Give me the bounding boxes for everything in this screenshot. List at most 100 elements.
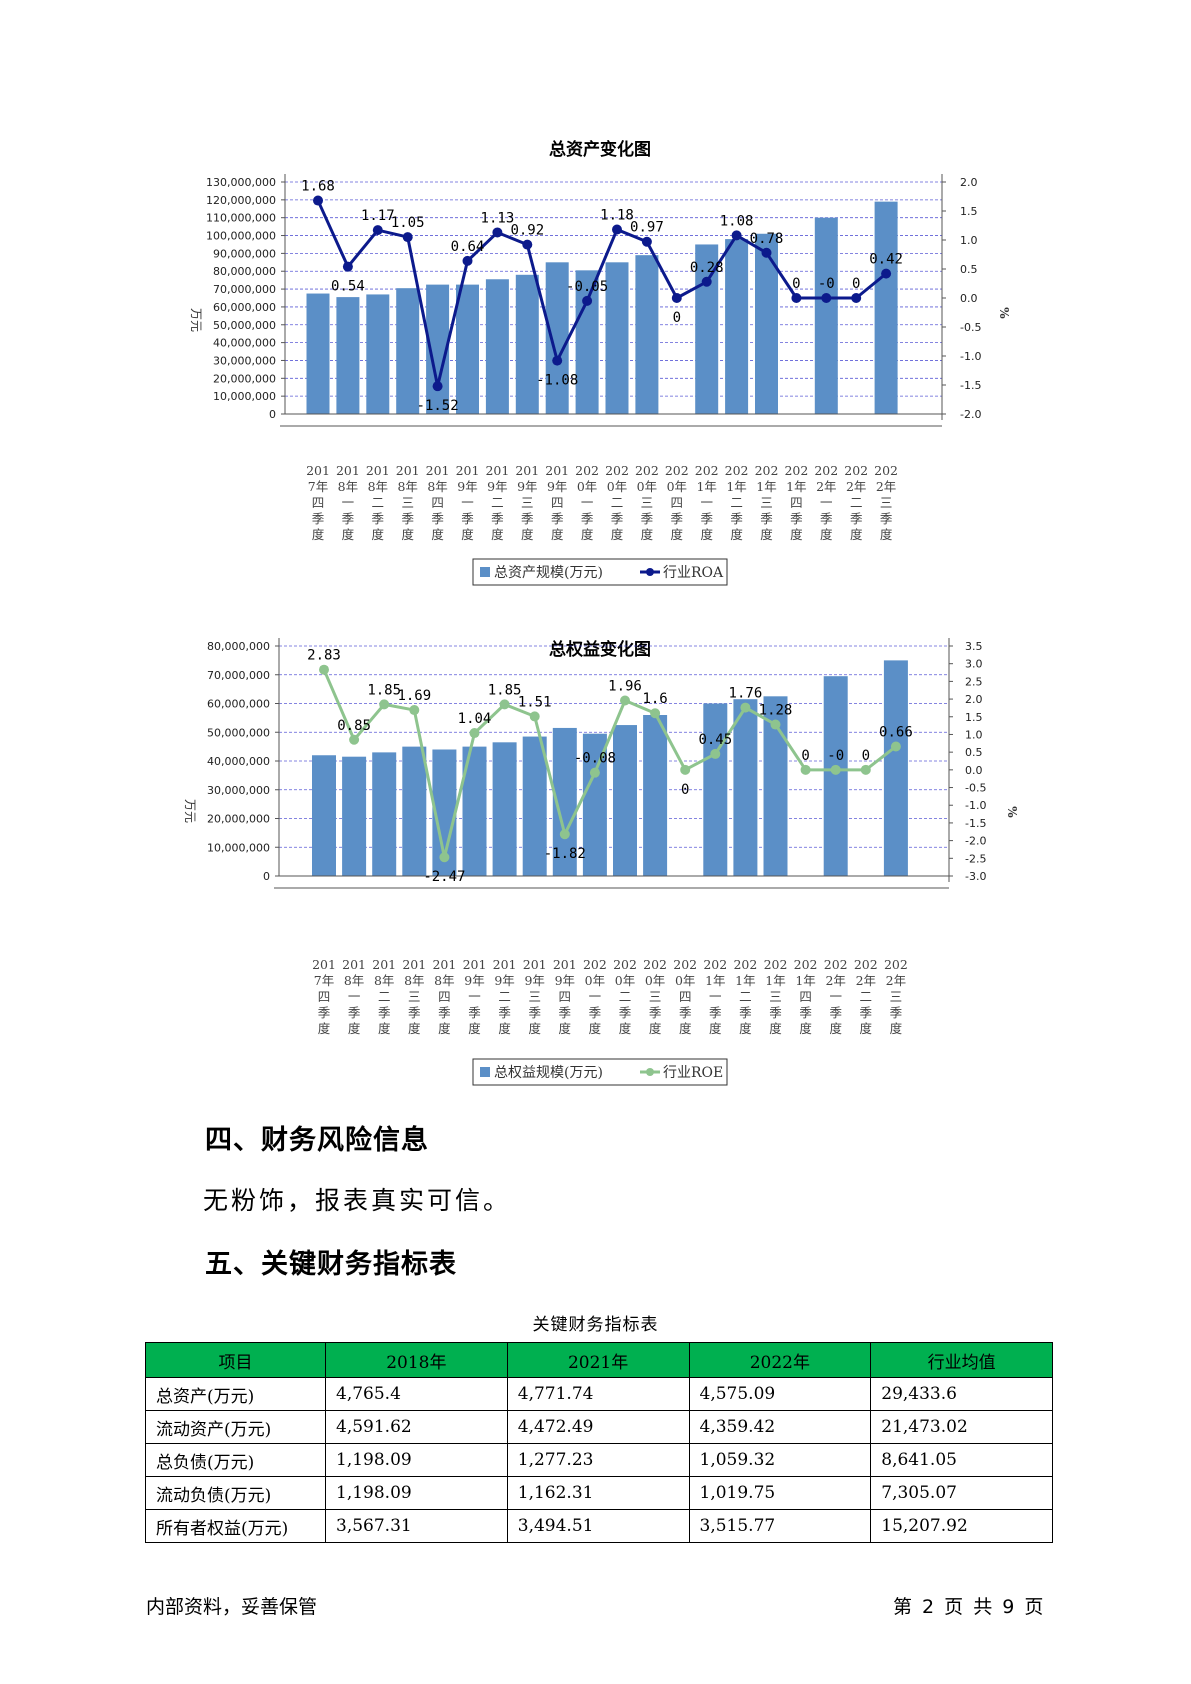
- svg-text:9年: 9年: [457, 479, 477, 494]
- header-cell: 2018年: [325, 1342, 508, 1378]
- svg-text:度: 度: [860, 1021, 873, 1036]
- svg-text:0年: 0年: [615, 973, 635, 988]
- svg-text:度: 度: [312, 527, 325, 542]
- svg-text:202: 202: [794, 957, 818, 972]
- svg-text:9年: 9年: [547, 479, 567, 494]
- row-label: 总资产(万元): [145, 1377, 326, 1411]
- data-label: -0.08: [574, 751, 616, 767]
- svg-text:度: 度: [700, 527, 713, 542]
- svg-text:四: 四: [790, 495, 803, 510]
- svg-text:度: 度: [468, 1021, 481, 1036]
- data-point: [620, 695, 630, 706]
- data-label: 0.28: [690, 260, 724, 276]
- bar: [883, 660, 908, 876]
- table-cell: 4,575.09: [688, 1377, 872, 1411]
- svg-text:三: 三: [528, 989, 541, 1004]
- svg-text:二: 二: [860, 989, 873, 1004]
- svg-text:二: 二: [730, 495, 743, 510]
- svg-text:四: 四: [679, 989, 692, 1004]
- left-tick-label: 80,000,000: [207, 640, 270, 653]
- right-tick-label: 1.0: [965, 728, 983, 741]
- table-cell: 1,198.09: [325, 1476, 508, 1510]
- svg-text:二: 二: [739, 989, 752, 1004]
- svg-text:201: 201: [553, 957, 577, 972]
- header-cell: 项目: [145, 1342, 326, 1378]
- svg-text:2年: 2年: [856, 973, 876, 988]
- svg-text:季: 季: [372, 511, 385, 526]
- data-point: [492, 227, 503, 238]
- svg-text:四: 四: [671, 495, 684, 510]
- kpi-table: 项目 2018年 2021年 2022年 行业均值 总资产(万元) 4,765.…: [145, 1342, 1053, 1543]
- left-tick-label: 20,000,000: [207, 813, 270, 826]
- bar: [402, 746, 427, 876]
- data-label: 0.54: [331, 279, 365, 295]
- total-assets-chart: 总资产变化图 0 10,000,000 20,000,000 30,000,000 40…: [189, 139, 1011, 586]
- svg-text:0年: 0年: [577, 479, 597, 494]
- svg-text:8年: 8年: [338, 479, 358, 494]
- svg-text:四: 四: [438, 989, 451, 1004]
- table-cell: 29,433.6: [870, 1377, 1053, 1411]
- svg-text:季: 季: [468, 1005, 481, 1020]
- left-tick-label: 50,000,000: [213, 319, 276, 332]
- svg-text:季: 季: [461, 511, 474, 526]
- svg-text:一: 一: [581, 495, 594, 510]
- table-row: 流动资产(万元) 4,591.62 4,472.49 4,359.42 21,4…: [145, 1410, 1053, 1444]
- data-point: [612, 224, 622, 235]
- table-cell: 1,019.75: [688, 1476, 872, 1510]
- svg-text:一: 一: [468, 989, 481, 1004]
- svg-text:度: 度: [498, 1021, 511, 1036]
- svg-text:度: 度: [491, 527, 504, 542]
- svg-text:201: 201: [342, 957, 366, 972]
- left-tick-label: 50,000,000: [207, 726, 270, 739]
- table-cell: 4,771.74: [506, 1377, 690, 1411]
- data-label: 0: [792, 276, 800, 292]
- svg-text:季: 季: [799, 1005, 812, 1020]
- right-tick-label: 1.5: [960, 205, 978, 218]
- svg-text:度: 度: [649, 1021, 662, 1036]
- svg-text:季: 季: [342, 511, 355, 526]
- svg-text:季: 季: [581, 511, 594, 526]
- svg-text:二: 二: [611, 495, 624, 510]
- data-label: -1.08: [536, 373, 578, 389]
- data-label: -0: [827, 748, 844, 764]
- data-point: [409, 705, 420, 716]
- legend-line-marker: [646, 1068, 654, 1076]
- data-point: [701, 276, 712, 287]
- data-point: [319, 664, 329, 675]
- right-tick-label: 3.0: [965, 658, 983, 671]
- table-cell: 21,473.02: [870, 1410, 1053, 1444]
- svg-text:201: 201: [402, 957, 426, 972]
- bar: [522, 736, 547, 876]
- data-point: [821, 293, 832, 303]
- data-label: 0: [681, 782, 689, 798]
- svg-text:四: 四: [559, 989, 572, 1004]
- legend-bar-label: 总权益规模(万元): [494, 1065, 603, 1081]
- data-point: [379, 699, 390, 710]
- svg-text:7年: 7年: [314, 973, 334, 988]
- data-label: 1.04: [458, 711, 492, 727]
- data-label: 1.51: [518, 694, 552, 710]
- svg-text:季: 季: [769, 1005, 782, 1020]
- right-tick-label: -2.5: [965, 852, 986, 865]
- svg-text:度: 度: [438, 1021, 451, 1036]
- data-label: -2.47: [423, 869, 465, 885]
- svg-text:9年: 9年: [487, 479, 507, 494]
- svg-text:度: 度: [709, 1021, 722, 1036]
- bar: [733, 699, 758, 876]
- data-label: -0.05: [566, 279, 608, 295]
- table-header-row: 项目 2018年 2021年 2022年 行业均值: [145, 1342, 1053, 1378]
- svg-text:201: 201: [493, 957, 517, 972]
- svg-text:一: 一: [709, 989, 722, 1004]
- svg-text:202: 202: [884, 957, 908, 972]
- table-cell: 3,494.51: [506, 1509, 690, 1543]
- data-label: 0.78: [750, 231, 784, 247]
- svg-text:1年: 1年: [735, 973, 755, 988]
